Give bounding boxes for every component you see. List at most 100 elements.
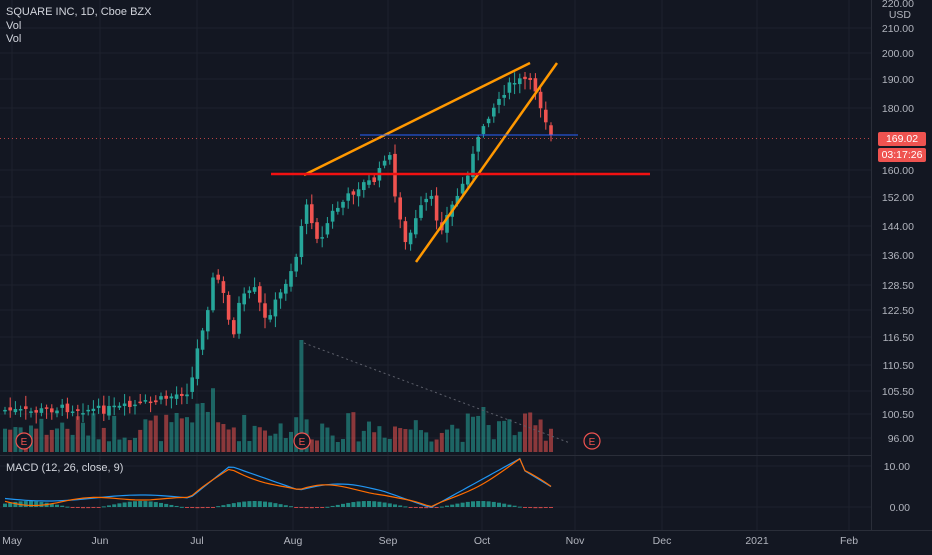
candle-body [341, 201, 345, 208]
macd-signal-line [4, 457, 552, 508]
trend-drawings[interactable] [0, 61, 870, 444]
wedge-lower-line[interactable] [414, 62, 559, 263]
macd-hist-bar [216, 506, 221, 508]
macd-hist-bar [491, 501, 496, 507]
candle-body [128, 400, 132, 407]
macd-legend-label[interactable]: MACD (12, 26, close, 9) [6, 462, 124, 474]
volume-bar [481, 407, 486, 452]
candle-body [60, 404, 64, 408]
volume-bar [169, 422, 174, 452]
candle-body [107, 405, 111, 416]
volume-bar [138, 429, 143, 452]
candle-body [518, 78, 522, 85]
candle-body [398, 197, 402, 220]
candle-body [294, 256, 298, 272]
volume-bar [242, 414, 247, 452]
candle-body [533, 78, 538, 92]
macd-hist-bar [455, 503, 460, 507]
symbol-title[interactable]: SQUARE INC, 1D, Cboe BZX [6, 6, 152, 18]
volume-bar [159, 441, 163, 452]
volume-bar [543, 440, 548, 452]
time-label[interactable]: Aug [284, 535, 303, 547]
candle-body [200, 330, 205, 350]
time-label[interactable]: Nov [566, 535, 585, 547]
macd-hist-bar [200, 507, 205, 509]
macd-hist-bar [356, 501, 361, 507]
macd-hist-bar [372, 501, 377, 507]
candle-body [549, 125, 553, 136]
price-tick-label: 144.00 [882, 221, 914, 233]
macd-hist-bar [226, 504, 231, 507]
volume-bar [491, 439, 496, 452]
earnings-marker[interactable]: E [583, 432, 601, 450]
earnings-marker[interactable]: E [293, 432, 311, 450]
chart-legend: SQUARE INC, 1D, Cboe BZX Vol Vol [6, 6, 152, 47]
candle-body [169, 396, 174, 399]
volume-bar [44, 434, 49, 452]
candle-body [195, 348, 200, 379]
time-label[interactable]: Sep [379, 535, 398, 547]
macd-hist-bar [164, 503, 169, 507]
macd-hist-bar [205, 507, 210, 508]
macd-hist-bar [408, 507, 413, 508]
candle-body [481, 126, 486, 135]
volume-bar [538, 419, 543, 452]
volume-bar [39, 418, 44, 452]
earnings-marker[interactable]: E [15, 432, 33, 450]
time-label[interactable]: May [2, 535, 23, 547]
macd-histogram [3, 501, 553, 509]
vol-label[interactable]: Vol [6, 19, 22, 32]
volume-bar [91, 413, 96, 452]
volume-bar [86, 435, 91, 452]
time-label[interactable]: 2021 [745, 535, 769, 547]
volume-bar [55, 428, 59, 452]
price-tick-label: 210.00 [882, 23, 914, 35]
volume-bar [221, 424, 226, 452]
candle-body [528, 77, 532, 80]
time-label[interactable]: Jun [92, 535, 109, 547]
macd-hist-bar [138, 501, 143, 507]
price-axis-panel[interactable] [872, 0, 932, 530]
volume-bar [205, 411, 210, 452]
time-axis-labels[interactable]: May Jun Jul Aug Sep Oct Nov Dec 2021 Feb [2, 535, 858, 547]
volume-bar [107, 441, 111, 452]
macd-hist-bar [252, 501, 257, 507]
candle-body [44, 407, 49, 409]
volume-bar [408, 429, 413, 452]
wedge-upper-line[interactable] [303, 61, 531, 177]
volume-bar [237, 441, 241, 452]
volume-bar [346, 413, 351, 452]
volume-bar [65, 428, 70, 452]
candle-body [133, 404, 137, 407]
candle-body [86, 409, 90, 412]
time-label[interactable]: Feb [840, 535, 858, 547]
price-tick-label: 190.00 [882, 74, 914, 86]
macd-hist-bar [278, 504, 283, 507]
vol-label-2[interactable]: Vol [6, 33, 22, 45]
macd-hist-bar [309, 507, 314, 509]
time-label[interactable]: Dec [653, 535, 672, 547]
time-label[interactable]: Oct [474, 535, 490, 547]
macd-hist-bar [153, 502, 158, 507]
candle-body [284, 283, 288, 294]
macd-hist-bar [523, 507, 527, 508]
volume-bar [533, 425, 538, 452]
macd-hist-bar [231, 503, 236, 507]
volume-bar [49, 429, 54, 452]
time-label[interactable]: Jul [190, 535, 203, 547]
volume-trend-line[interactable] [303, 342, 571, 444]
candle-body [206, 310, 210, 332]
macd-hist-bar [398, 505, 403, 507]
candle-body [221, 281, 226, 293]
candle-body [429, 195, 434, 199]
candle-body [263, 303, 267, 318]
macd-hist-bar [325, 506, 330, 508]
macd-hist-bar [133, 501, 137, 507]
svg-text:E: E [21, 437, 28, 448]
macd-hist-bar [75, 507, 80, 508]
macd-hist-bar [283, 505, 288, 507]
macd-hist-bar [450, 504, 455, 507]
